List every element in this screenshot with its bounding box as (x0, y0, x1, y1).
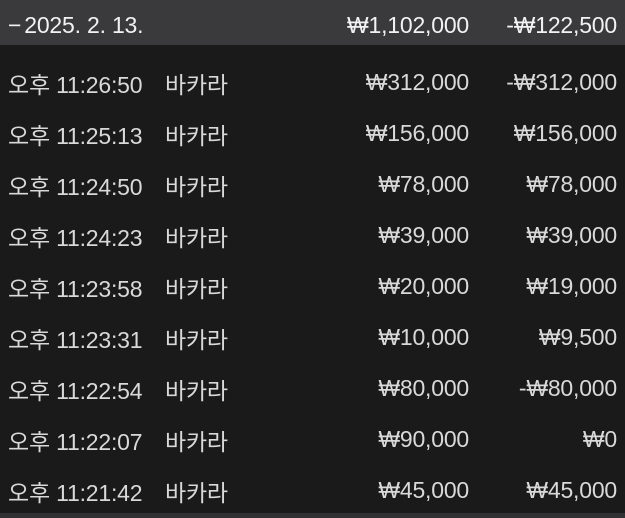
game-name-label: 바카라 (165, 275, 228, 302)
game-name-label: 바카라 (165, 71, 228, 98)
game-name-label: 바카라 (165, 479, 228, 506)
bet-amount: ₩90,000 (378, 426, 469, 452)
transaction-row[interactable]: 오후 11:25:13 바카라 ₩156,000 ₩156,000 (0, 108, 625, 159)
transaction-time: 오후 11:25:13 (8, 122, 143, 149)
game-name-label: 바카라 (165, 224, 228, 251)
collapse-indicator-icon[interactable]: − (8, 11, 22, 38)
transaction-time: 오후 11:23:31 (8, 326, 143, 353)
transaction-time: 오후 11:24:23 (8, 224, 143, 251)
transaction-row-list: 오후 11:26:50 바카라 ₩312,000 -₩312,000 오후 11… (0, 45, 625, 516)
bet-amount: ₩10,000 (378, 324, 469, 350)
bet-amount: ₩312,000 (365, 69, 469, 95)
date-section-header[interactable]: − 2025. 2. 13. ₩1,102,000 -₩122,500 (0, 0, 625, 45)
result-amount: ₩156,000 (513, 120, 617, 146)
game-name-label: 바카라 (165, 428, 228, 455)
result-amount: ₩39,000 (526, 222, 617, 248)
bet-amount: ₩39,000 (378, 222, 469, 248)
transaction-row[interactable]: 오후 11:22:54 바카라 ₩80,000 -₩80,000 (0, 363, 625, 414)
transaction-row[interactable]: 오후 11:21:42 바카라 ₩45,000 ₩45,000 (0, 465, 625, 516)
result-amount: ₩19,000 (526, 273, 617, 299)
game-name-label: 바카라 (165, 173, 228, 200)
result-amount: ₩78,000 (526, 171, 617, 197)
game-name-label: 바카라 (165, 377, 228, 404)
transaction-time: 오후 11:22:54 (8, 377, 143, 404)
bet-amount: ₩78,000 (378, 171, 469, 197)
transaction-row[interactable]: 오후 11:23:58 바카라 ₩20,000 ₩19,000 (0, 261, 625, 312)
section-total-net: -₩122,500 (506, 11, 617, 38)
result-amount: -₩312,000 (506, 69, 617, 95)
bet-amount: ₩80,000 (378, 375, 469, 401)
transaction-row[interactable]: 오후 11:22:07 바카라 ₩90,000 ₩0 (0, 414, 625, 465)
next-section-header-partial (0, 513, 625, 518)
result-amount: ₩45,000 (526, 477, 617, 503)
transaction-time: 오후 11:24:50 (8, 173, 143, 200)
transaction-time: 오후 11:23:58 (8, 275, 143, 302)
transaction-row[interactable]: 오후 11:24:23 바카라 ₩39,000 ₩39,000 (0, 210, 625, 261)
bet-amount: ₩20,000 (378, 273, 469, 299)
section-date-cell: − 2025. 2. 13. (8, 12, 313, 39)
section-total-amount: ₩1,102,000 (346, 11, 469, 38)
transaction-row[interactable]: 오후 11:23:31 바카라 ₩10,000 ₩9,500 (0, 312, 625, 363)
result-amount: ₩9,500 (538, 324, 617, 350)
section-date-label: 2025. 2. 13. (24, 11, 144, 38)
transaction-time: 오후 11:26:50 (8, 71, 143, 98)
result-amount: -₩80,000 (518, 375, 617, 401)
transaction-time: 오후 11:22:07 (8, 428, 143, 455)
bet-amount: ₩45,000 (378, 477, 469, 503)
game-name-label: 바카라 (165, 326, 228, 353)
transaction-time: 오후 11:21:42 (8, 479, 143, 506)
result-amount: ₩0 (582, 426, 617, 452)
bet-amount: ₩156,000 (365, 120, 469, 146)
transaction-row[interactable]: 오후 11:24:50 바카라 ₩78,000 ₩78,000 (0, 159, 625, 210)
game-name-label: 바카라 (165, 122, 228, 149)
transaction-row[interactable]: 오후 11:26:50 바카라 ₩312,000 -₩312,000 (0, 57, 625, 108)
